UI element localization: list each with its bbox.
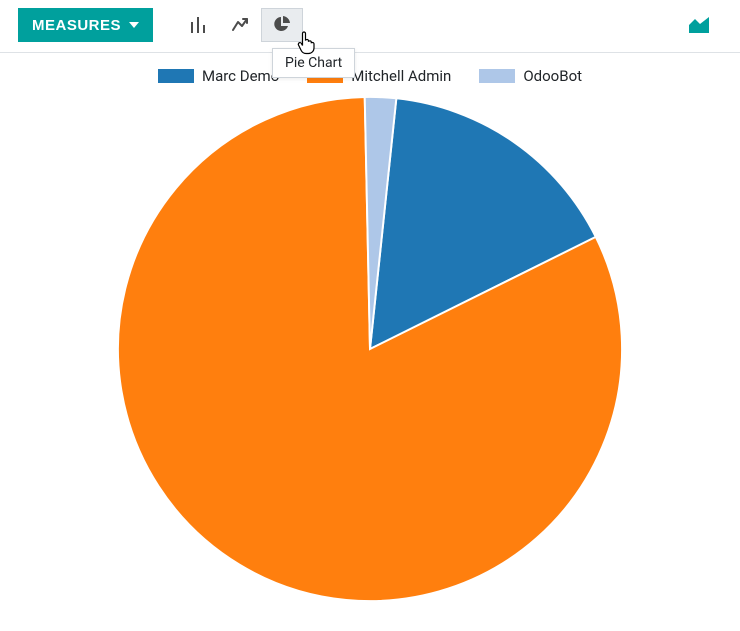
measures-button[interactable]: MEASURES [18, 8, 153, 42]
legend-label: Marc Demo [202, 67, 279, 85]
legend-label: Mitchell Admin [351, 67, 451, 85]
pie-chart [114, 93, 626, 605]
legend-swatch [158, 69, 194, 83]
legend-item[interactable]: Marc Demo [158, 67, 279, 85]
pie-chart-icon [273, 16, 291, 34]
chart-area [0, 91, 740, 605]
legend-swatch [479, 69, 515, 83]
pie-chart-tooltip: Pie Chart [272, 48, 355, 78]
caret-down-icon [129, 22, 139, 28]
chart-legend: Marc Demo Mitchell Admin OdooBot [0, 53, 740, 91]
bar-chart-button[interactable] [177, 8, 219, 42]
chart-type-group [177, 8, 303, 42]
area-chart-button[interactable] [678, 8, 720, 42]
line-chart-button[interactable] [219, 8, 261, 42]
line-chart-icon [231, 16, 249, 34]
chart-toolbar: MEASURES [0, 0, 740, 53]
pie-chart-button[interactable] [261, 8, 303, 42]
bar-chart-icon [189, 16, 207, 34]
legend-item[interactable]: OdooBot [479, 67, 582, 85]
area-chart-icon [688, 16, 710, 34]
measures-label: MEASURES [32, 17, 121, 34]
legend-label: OdooBot [523, 67, 582, 85]
tooltip-text: Pie Chart [285, 55, 342, 71]
